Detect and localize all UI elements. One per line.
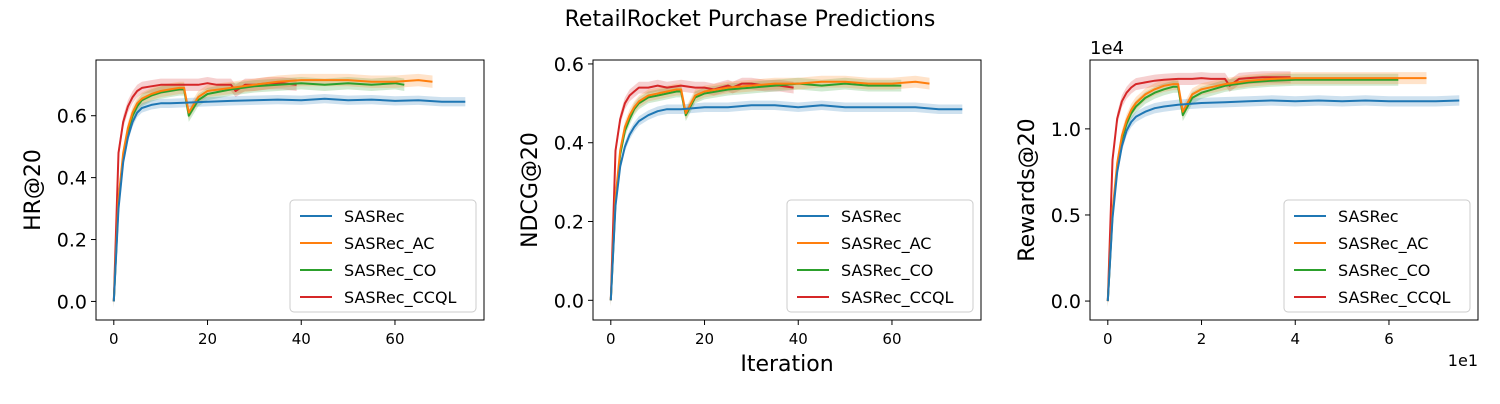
- band-sasrec-ac: [1107, 72, 1427, 308]
- x-tick-label: 0: [606, 330, 616, 348]
- legend-label: SASRec_CO: [841, 261, 933, 281]
- y-axis-label: NDCG@20: [518, 132, 543, 248]
- chart-panel-2: 0 20 40 60 0.0 0.2 0.4 0.6 NDCG@20 Iteration SASRe…: [518, 54, 982, 377]
- legend-frame: [289, 199, 477, 313]
- x-tick-label: 0: [109, 330, 119, 348]
- line-sasrec: [112, 97, 466, 302]
- legend-label: SASRec_CCQL: [841, 288, 954, 308]
- legend-label: SASRec_CO: [344, 261, 436, 281]
- legend: SASRec SASRec_AC SASRec_CO SASRec_CCQL: [1283, 199, 1471, 313]
- chart-panel-3: 0 2 4 60.00.51.0Rewards@201e41e1SASRecSASRe…: [1015, 38, 1479, 370]
- y-tick-label: 0.0: [554, 290, 584, 312]
- y-tick-label: 0.4: [57, 168, 87, 190]
- line-sasrec-ac: [112, 79, 433, 302]
- x-tick-label: 40: [292, 330, 311, 348]
- legend-frame: [786, 199, 974, 313]
- y-tick-label: 0.6: [554, 54, 584, 76]
- legend: SASRec SASRec_AC SASRec_CO SASRec_CCQL: [289, 199, 477, 313]
- x-tick-label: 0: [1103, 330, 1113, 348]
- y-tick-label: 0.0: [57, 291, 87, 313]
- x-tick-label: 20: [198, 330, 217, 348]
- x-tick-label: 4: [1290, 330, 1300, 348]
- band-sasrec-ccql: [610, 77, 794, 307]
- line-sasrec-ccql: [112, 82, 297, 302]
- y-tick-label: 0.4: [554, 133, 584, 155]
- y-axis-label: Rewards@20: [1015, 118, 1040, 261]
- y-tick-label: 0.6: [57, 106, 87, 128]
- x-tick-label: 40: [789, 330, 808, 348]
- line-sasrec: [1106, 99, 1460, 302]
- axes-frame: [592, 59, 982, 321]
- legend-label: SASRec_AC: [344, 234, 434, 254]
- legend-label: SASRec_AC: [841, 234, 931, 254]
- axes-frame: [1089, 59, 1479, 321]
- y-axis-label: HR@20: [21, 149, 46, 231]
- x-tick-label: 6: [1384, 330, 1394, 348]
- band-sasrec: [610, 100, 963, 305]
- x-tick-label: 20: [695, 330, 714, 348]
- x-axis-label: Iteration: [740, 352, 833, 377]
- x-tick-label: 60: [385, 330, 404, 348]
- y-tick-label: 0.5: [1051, 205, 1081, 227]
- y-tick-label: 1.0: [1051, 119, 1081, 141]
- legend-label: SASRec: [841, 207, 902, 226]
- y-offset-label: 1e4: [1090, 38, 1124, 59]
- x-tick-label: 60: [882, 330, 901, 348]
- legend: SASRec SASRec_AC SASRec_CO SASRec_CCQL: [786, 199, 974, 313]
- line-sasrec-ccql: [1106, 76, 1291, 302]
- legend-label: SASRec: [344, 207, 405, 226]
- line-sasrec-ccql: [609, 82, 794, 301]
- figure-title: RetailRocket Purchase Predictions: [565, 7, 936, 32]
- y-tick-label: 0.2: [554, 212, 584, 234]
- band-sasrec: [1107, 95, 1460, 307]
- y-tick-label: 0.2: [57, 230, 87, 252]
- y-tick-label: 0.0: [1051, 291, 1081, 313]
- line-sasrec-ac: [609, 80, 930, 301]
- chart-panel-1: 0 20 40 600.00.20.40.6HR@20 SASRecSASRec_ACS…: [21, 59, 485, 348]
- legend-label: SASRec_CO: [1338, 261, 1430, 281]
- x-offset-label: 1e1: [1448, 351, 1478, 370]
- legend-label: SASRec: [1338, 207, 1399, 226]
- line-sasrec-ac: [1106, 77, 1427, 302]
- legend-label: SASRec_CCQL: [344, 288, 457, 308]
- x-tick-label: 2: [1197, 330, 1207, 348]
- legend-label: SASRec_AC: [1338, 234, 1428, 254]
- line-sasrec: [609, 104, 963, 301]
- legend-label: SASRec_CCQL: [1338, 288, 1451, 308]
- axes-frame: [95, 59, 485, 321]
- legend-frame: [1283, 199, 1471, 313]
